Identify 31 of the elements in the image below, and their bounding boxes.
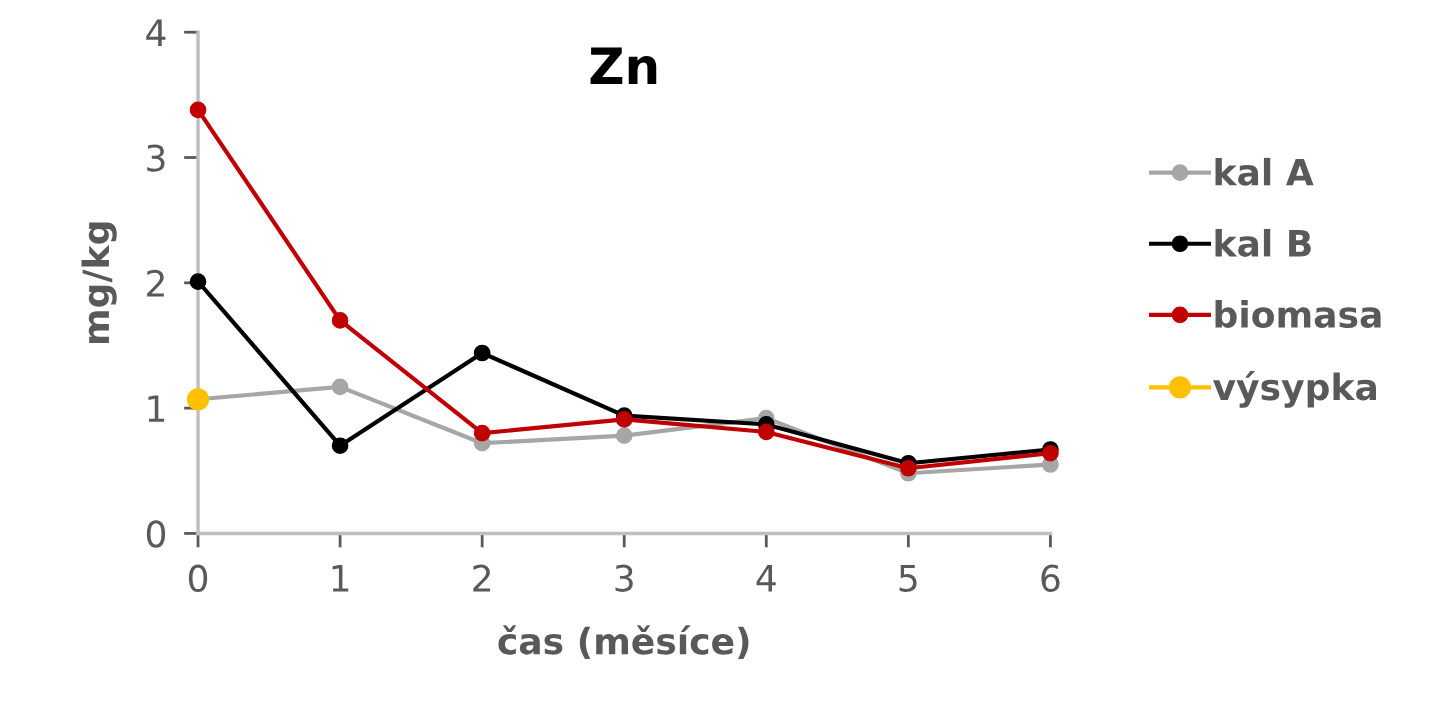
x-tick-label: 1	[332, 565, 349, 592]
point	[331, 378, 349, 396]
x-tick-label: 2	[473, 564, 491, 592]
y-axis-title: mg/kg	[81, 222, 117, 344]
legend-label: biomasa	[1215, 300, 1381, 328]
y-tick-label: 0	[146, 520, 166, 548]
point	[331, 437, 349, 455]
point	[757, 423, 775, 441]
legend-label: kal A	[1215, 157, 1314, 186]
y-tick-label: 3	[147, 144, 165, 172]
y-tick-label: 1	[148, 395, 165, 422]
point	[331, 312, 349, 329]
point	[615, 427, 633, 445]
point	[615, 411, 633, 428]
x-tick-label: 6	[1041, 564, 1060, 592]
point	[189, 101, 207, 119]
x-tick-label: 3	[615, 564, 633, 592]
x-tick-label: 0	[188, 564, 208, 592]
x-tick-label: 4	[756, 565, 776, 592]
point	[473, 344, 491, 362]
y-tick-label: 4	[146, 19, 166, 46]
legend-label: kal B	[1215, 228, 1311, 257]
x-tick-label: 5	[899, 565, 917, 592]
point	[1042, 444, 1059, 462]
chart-title: Zn	[590, 47, 657, 85]
legend-label: výsypka	[1213, 371, 1377, 408]
point	[473, 424, 491, 442]
point	[900, 459, 917, 477]
x-axis-title: čas (měsíce)	[498, 625, 749, 659]
y-tick-label: 2	[147, 269, 164, 297]
point	[189, 273, 207, 290]
